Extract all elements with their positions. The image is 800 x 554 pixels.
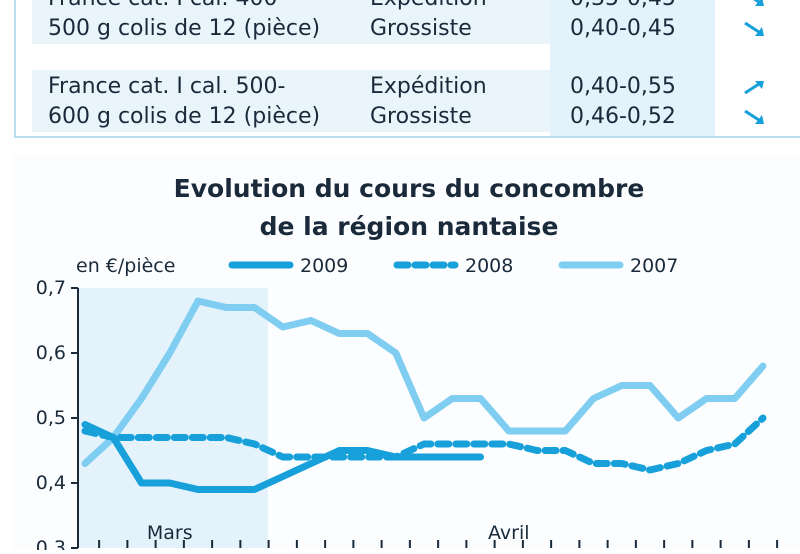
x-tick-label: Avril [488, 522, 530, 544]
y-tick-label: 0,4 [36, 472, 66, 494]
price-column-bg [550, 0, 715, 136]
trend-arrow [744, 80, 764, 95]
chart-panel: Evolution du cours du concombre de la rég… [12, 155, 800, 554]
legend-label: 2009 [300, 255, 348, 277]
y-tick-label: 0,7 [36, 277, 66, 299]
product-name: 600 g colis de 12 (pièce) [48, 104, 321, 129]
arrow-box [742, 78, 768, 100]
arrow-box [742, 20, 768, 42]
price: 0,46-0,52 [570, 104, 676, 129]
shaded-period [78, 288, 268, 548]
stage: Grossiste [370, 16, 472, 41]
table-row: France cat. I cal. 500- 600 g colis de 12… [32, 70, 800, 132]
table-border [14, 0, 16, 138]
trend-arrow [744, 109, 764, 124]
price-table: France cat. I cal. 400- 500 g colis de 12… [0, 0, 800, 140]
legend-label: 2007 [630, 255, 678, 277]
x-tick-label: Mars [147, 522, 193, 544]
product-name: France cat. I cal. 400- [48, 0, 285, 13]
series-line [81, 414, 767, 474]
chart-subtitle: de la région nantaise [260, 212, 559, 241]
legend-label: 2008 [465, 255, 513, 277]
row-bg [32, 0, 550, 44]
price: 0,40-0,45 [570, 16, 676, 41]
product-name: 500 g colis de 12 (pièce) [48, 16, 321, 41]
row-bg [32, 70, 550, 132]
chart-title: Evolution du cours du concombre [174, 174, 645, 203]
product-name: France cat. I cal. 500- [48, 74, 286, 99]
table-border [14, 136, 800, 138]
y-tick-label: 0,5 [36, 407, 66, 429]
price: 0,40-0,55 [570, 74, 676, 99]
stage: Grossiste [370, 104, 472, 129]
arrow-box [742, 108, 768, 130]
stage: Expédition [370, 0, 487, 13]
series-line [81, 297, 767, 467]
y-tick-label: 0,6 [36, 342, 66, 364]
y-tick-label: 0,3 [36, 537, 66, 550]
arrow-box [742, 0, 768, 12]
trend-arrow [744, 21, 764, 36]
price: 0,35-0,45 [570, 0, 676, 13]
series-line [81, 421, 484, 493]
table-row: France cat. I cal. 400- 500 g colis de 12… [32, 0, 800, 44]
stage: Expédition [370, 74, 487, 99]
trend-arrow [753, 0, 764, 6]
chart: Evolution du cours du concombre de la rég… [36, 174, 779, 554]
y-axis-label: en €/pièce [76, 255, 175, 277]
